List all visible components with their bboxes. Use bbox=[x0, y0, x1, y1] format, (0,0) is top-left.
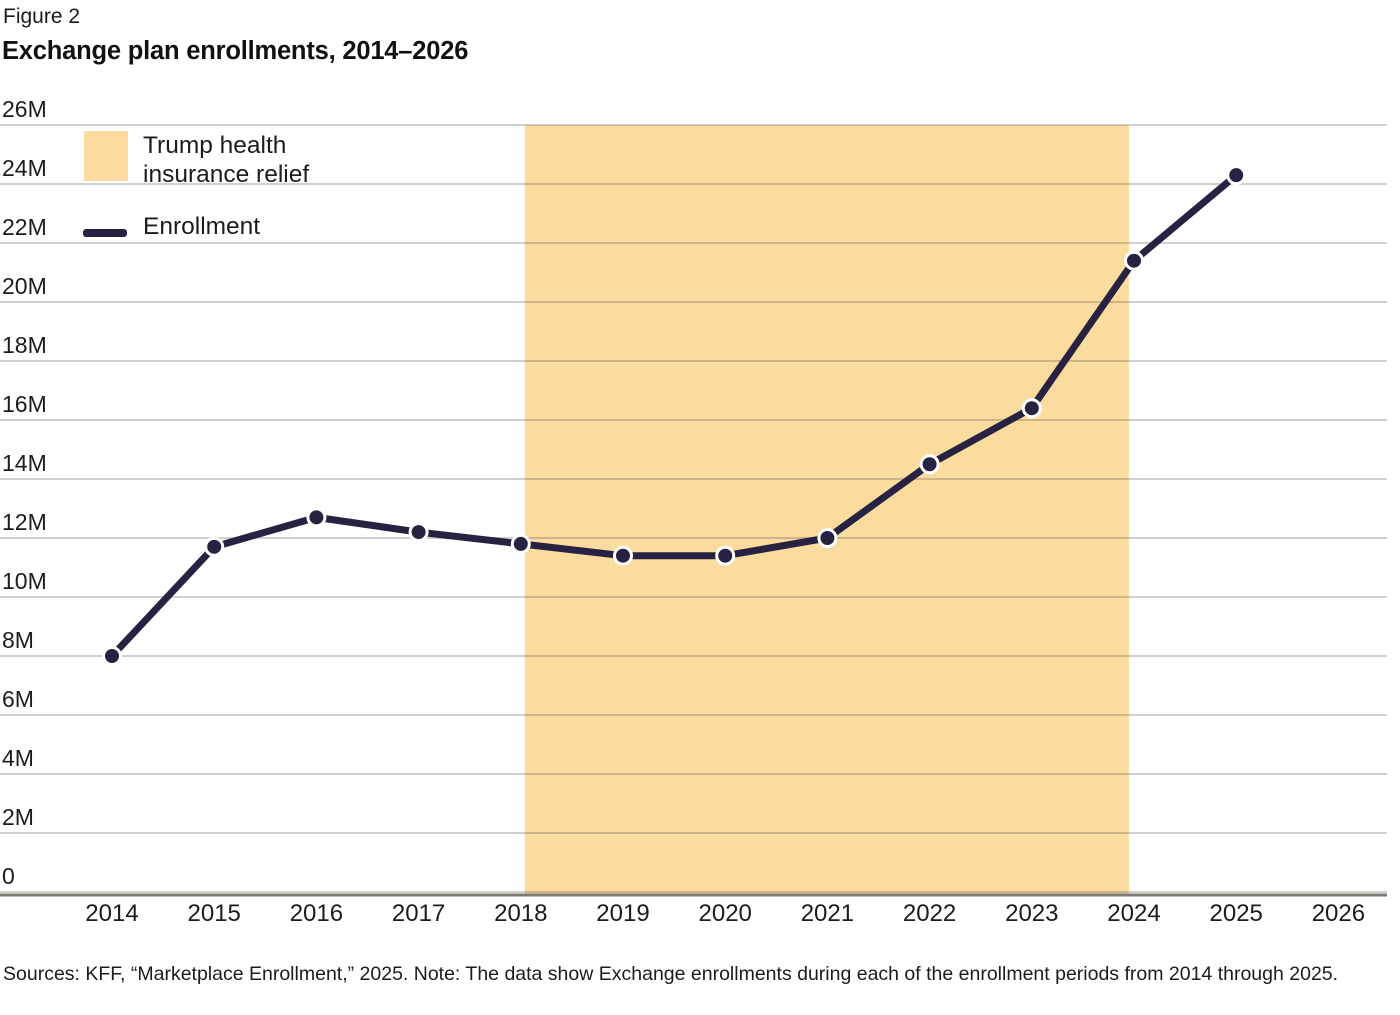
x-tick-label: 2016 bbox=[290, 900, 343, 927]
legend-line-swatch bbox=[83, 229, 127, 237]
x-tick-label: 2019 bbox=[596, 900, 649, 927]
legend-band-label-line1: Trump health bbox=[143, 132, 287, 159]
x-tick-label: 2022 bbox=[903, 900, 956, 927]
data-point-2016 bbox=[306, 507, 327, 528]
enrollment-chart: 26M 24M 22M 20M 18M 16M 14M 12M 10M 8M 6M 4M 2M 0 2014… bbox=[0, 96, 1387, 927]
enrollment-line bbox=[108, 171, 1240, 660]
legend-band-label-line2: insurance relief bbox=[143, 161, 310, 188]
y-tick-label: 4M bbox=[2, 745, 34, 771]
y-tick-label: 16M bbox=[2, 391, 47, 417]
x-tick-label: 2025 bbox=[1210, 900, 1263, 927]
y-tick-label: 2M bbox=[2, 804, 34, 830]
x-tick-label: 2015 bbox=[188, 900, 241, 927]
data-point-2017 bbox=[408, 522, 429, 543]
data-point-2023 bbox=[1021, 398, 1042, 419]
x-tick-label: 2024 bbox=[1107, 900, 1160, 927]
data-point-2018 bbox=[510, 533, 531, 554]
figure-label: Figure 2 bbox=[3, 5, 81, 28]
y-tick-label: 8M bbox=[2, 627, 34, 653]
y-tick-label: 6M bbox=[2, 686, 34, 712]
data-point-2020 bbox=[715, 545, 736, 566]
y-tick-label: 22M bbox=[2, 214, 47, 240]
x-tick-label: 2023 bbox=[1005, 900, 1058, 927]
x-tick-label: 2026 bbox=[1312, 900, 1365, 927]
data-point-2019 bbox=[613, 545, 633, 566]
legend-band-swatch bbox=[84, 131, 128, 181]
y-tick-label: 0 bbox=[2, 863, 15, 889]
y-tick-label: 12M bbox=[2, 509, 47, 535]
y-tick-label: 18M bbox=[2, 332, 47, 358]
x-tick-label: 2020 bbox=[699, 900, 752, 927]
x-tick-label: 2017 bbox=[392, 900, 445, 927]
legend-line-label: Enrollment bbox=[143, 213, 261, 240]
data-point-2014 bbox=[102, 646, 122, 666]
data-point-2022 bbox=[919, 454, 940, 475]
data-point-2025 bbox=[1226, 165, 1247, 186]
chart-title: Exchange plan enrollments, 2014–2026 bbox=[2, 37, 469, 65]
y-tick-label: 26M bbox=[2, 96, 47, 122]
source-note: Sources: KFF, “Marketplace Enrollment,” … bbox=[3, 963, 1339, 985]
x-tick-label: 2014 bbox=[85, 900, 138, 927]
y-tick-label: 20M bbox=[2, 273, 47, 299]
y-tick-label: 10M bbox=[2, 568, 47, 594]
x-tick-label: 2018 bbox=[494, 900, 547, 927]
data-point-2015 bbox=[204, 536, 225, 557]
chart-area: 26M 24M 22M 20M 18M 16M 14M 12M 10M 8M 6M 4M 2M 0 2014… bbox=[0, 95, 1400, 945]
trump-relief-band bbox=[524, 125, 1129, 895]
data-point-2021 bbox=[817, 528, 838, 548]
x-tick-label: 2021 bbox=[801, 900, 854, 927]
y-tick-label: 14M bbox=[2, 450, 47, 476]
y-tick-label: 24M bbox=[2, 155, 47, 181]
legend-band-label: Trump health insurance relief bbox=[143, 131, 309, 189]
data-point-2024 bbox=[1124, 250, 1144, 271]
